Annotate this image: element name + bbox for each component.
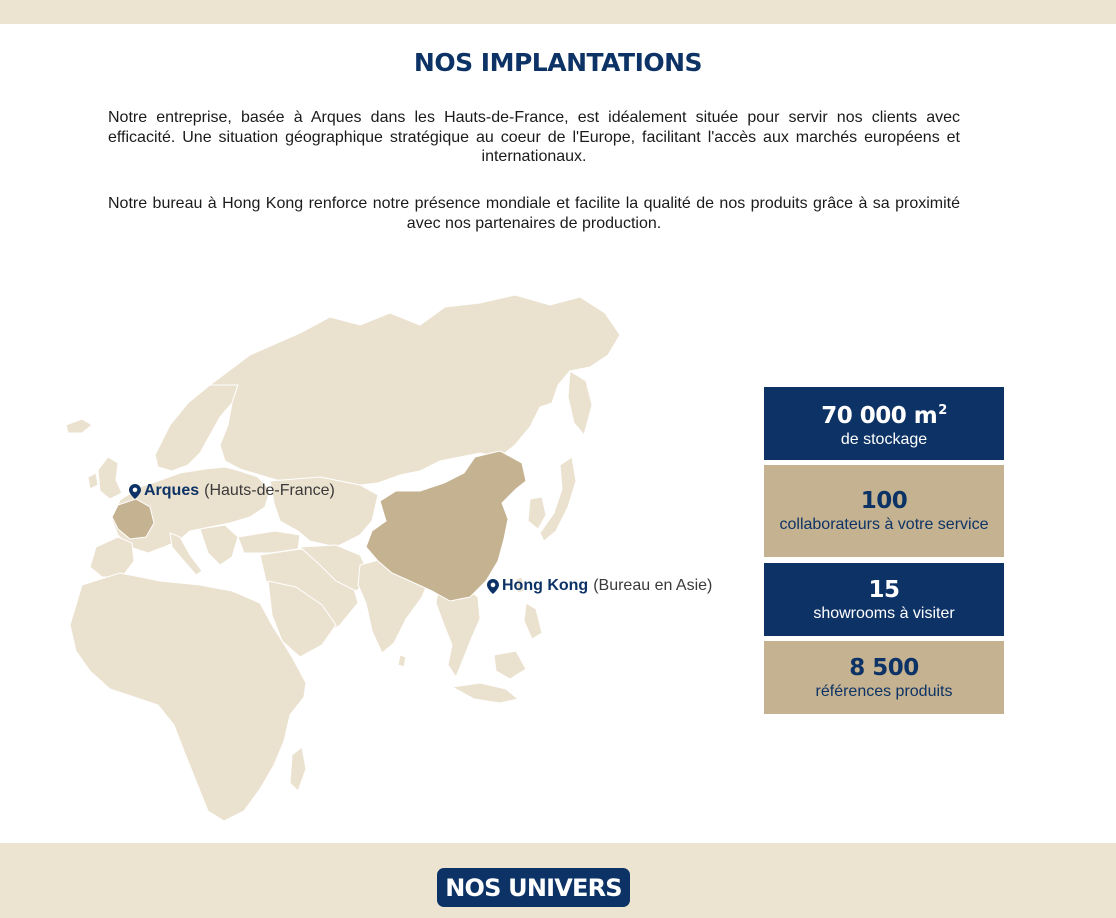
map-taiwan — [515, 576, 525, 594]
map-madagascar — [289, 746, 307, 792]
map-pin-icon — [129, 483, 141, 499]
map-ireland — [87, 472, 99, 490]
map-borneo — [493, 650, 527, 680]
nos-univers-button[interactable]: NOS UNIVERS — [437, 868, 630, 907]
hong-kong-paragraph: Notre bureau à Hong Kong renforce notre … — [108, 195, 960, 232]
map-iceland — [65, 418, 93, 434]
stat-references: 8 500 références produits — [764, 641, 1004, 714]
map-uk — [97, 456, 123, 500]
pin-arques: Arques (Hauts-de-France) — [129, 482, 335, 500]
stat-storage-value: 70 000 m2 — [821, 403, 947, 429]
stat-showrooms-label: showrooms à visiter — [813, 604, 955, 622]
stat-employees-label: collaborateurs à votre service — [779, 516, 989, 533]
map-balkans — [199, 524, 239, 566]
map-europe — [111, 466, 271, 554]
pin-detail-arques: (Hauts-de-France) — [204, 482, 335, 499]
map-sri-lanka — [397, 654, 407, 668]
stat-showrooms-value: 15 — [868, 576, 900, 603]
map-korea — [527, 496, 547, 530]
stat-employees: 100 collaborateurs à votre service — [764, 465, 1004, 557]
map-africa — [69, 572, 307, 822]
world-map — [60, 285, 660, 835]
map-central-asia — [269, 476, 379, 548]
map-pin-icon — [487, 578, 499, 594]
map-japan — [539, 456, 577, 542]
pin-hong-kong: Hong Kong (Bureau en Asie) — [487, 577, 712, 595]
map-philippines — [523, 602, 543, 640]
map-indonesia — [450, 682, 520, 704]
top-band — [0, 0, 1116, 24]
map-southeast-asia — [435, 580, 481, 679]
stat-references-label: références produits — [815, 682, 953, 700]
stat-storage: 70 000 m2 de stockage — [764, 387, 1004, 460]
map-italy — [169, 532, 203, 576]
map-china-highlight — [365, 450, 527, 602]
stat-showrooms: 15 showrooms à visiter — [764, 563, 1004, 636]
map-turkey — [237, 530, 301, 554]
section-title: NOS IMPLANTATIONS — [413, 48, 703, 77]
map-iberia — [89, 536, 135, 578]
pin-detail-hong-kong: (Bureau en Asie) — [593, 577, 713, 594]
stat-employees-value: 100 — [860, 488, 908, 514]
map-arabia — [267, 580, 337, 658]
map-scandinavia — [154, 376, 239, 472]
eurasia-africa-map — [65, 294, 621, 822]
map-france-highlight — [111, 498, 155, 540]
stat-references-value: 8 500 — [849, 654, 919, 681]
map-russia — [208, 294, 621, 486]
map-far-east — [567, 370, 593, 437]
pin-city-arques: Arques — [144, 482, 200, 499]
stat-storage-label: de stockage — [840, 431, 928, 448]
intro-paragraph: Notre entreprise, basée à Arques dans le… — [108, 109, 960, 165]
pin-city-hong-kong: Hong Kong — [502, 577, 589, 594]
